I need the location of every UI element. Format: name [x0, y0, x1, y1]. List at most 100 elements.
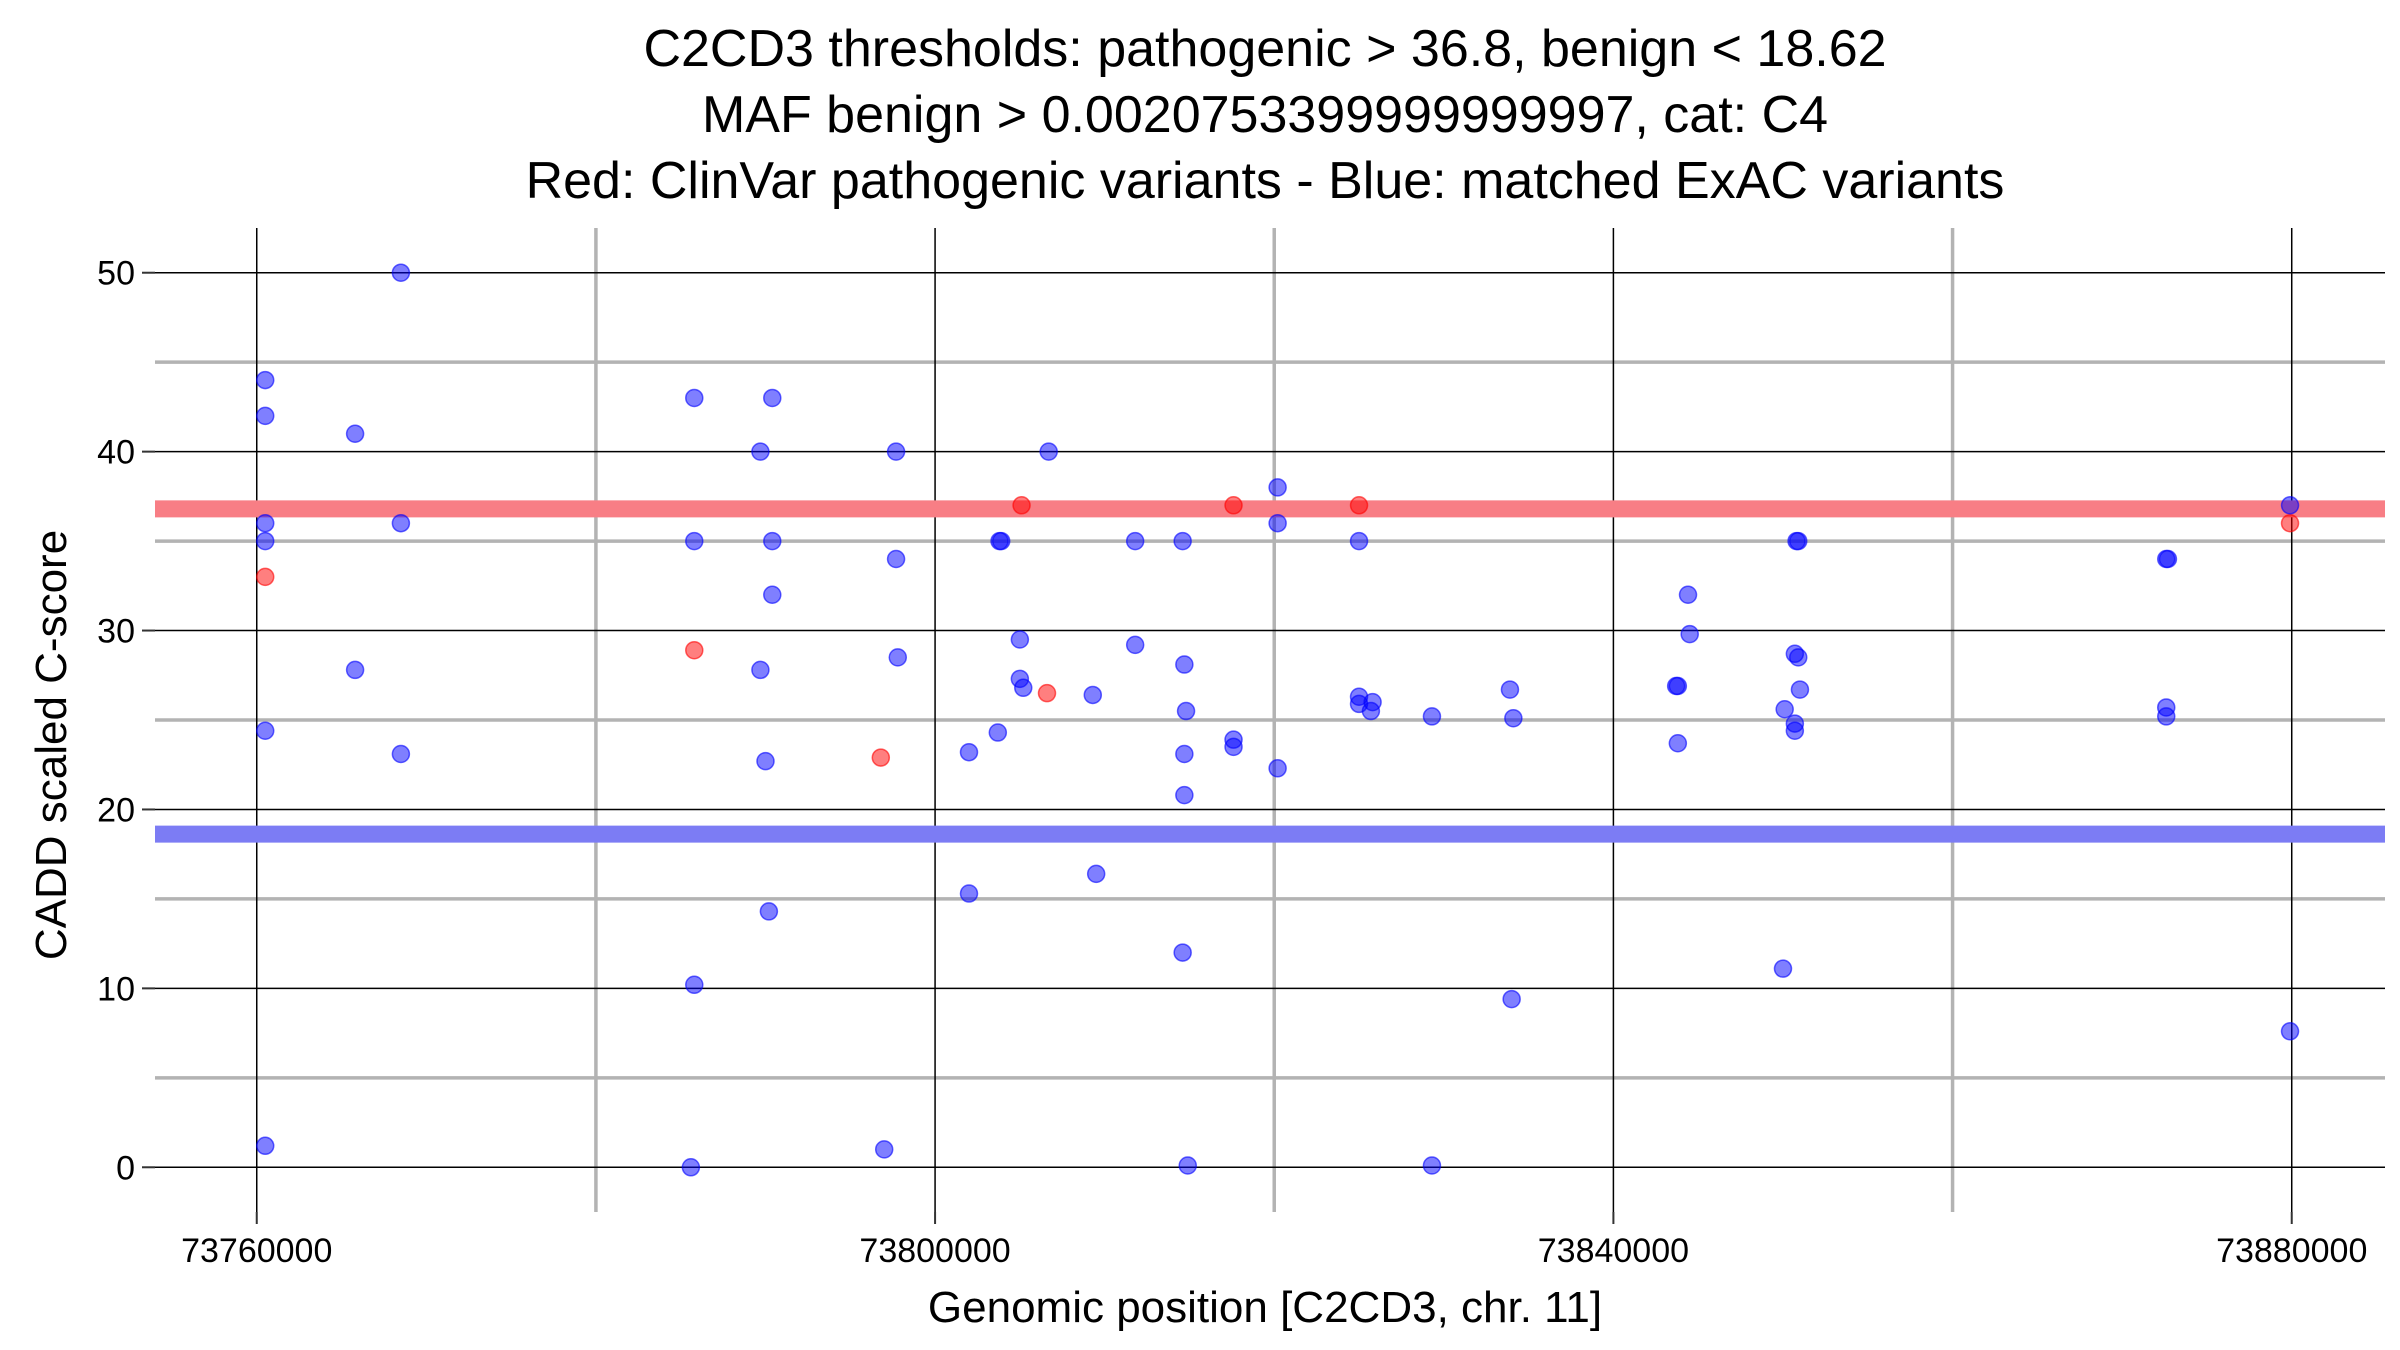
y-tick-label-0: 0: [116, 1149, 135, 1187]
point-1-56: [1422, 707, 1442, 726]
y-tick-label-5: 50: [97, 255, 135, 293]
x-tick-label-0: 73760000: [181, 1232, 332, 1270]
point-1-42: [1175, 744, 1194, 764]
y-axis-ticks: 0 10 20 30 40 50: [97, 255, 155, 1187]
point-1-44: [1173, 943, 1192, 962]
point-1-65: [1680, 624, 1699, 644]
y-tick-label-1: 10: [97, 970, 135, 1008]
threshold-lines: [155, 500, 2385, 843]
y-tick-label-3: 30: [97, 613, 135, 651]
point-1-17: [756, 751, 775, 771]
point-1-67: [1773, 959, 1793, 978]
point-1-30: [991, 531, 1011, 551]
point-1-58: [1500, 680, 1520, 699]
point-1-39: [1173, 531, 1192, 551]
point-1-18: [763, 388, 782, 408]
minor-gridlines: [155, 228, 2385, 1212]
point-1-14: [681, 1158, 701, 1177]
point-1-21: [759, 902, 779, 921]
point-1-62: [1668, 676, 1688, 696]
point-0-5: [1224, 496, 1243, 515]
point-1-8: [391, 263, 411, 282]
point-0-7: [2280, 513, 2300, 533]
point-1-43: [1175, 785, 1194, 805]
point-1-25: [888, 648, 908, 667]
point-1-22: [874, 1140, 894, 1159]
point-1-26: [959, 742, 979, 762]
point-1-3: [255, 531, 275, 551]
series-0: [255, 496, 2300, 767]
point-1-20: [763, 585, 782, 605]
point-0-2: [871, 748, 891, 767]
chart-title-line-1: C2CD3 thresholds: pathogenic > 36.8, ben…: [643, 20, 1886, 78]
point-1-16: [751, 660, 770, 680]
point-1-31: [1010, 630, 1030, 649]
chart-title-line-3: Red: ClinVar pathogenic variants - Blue:…: [526, 152, 2005, 210]
point-1-9: [391, 513, 411, 533]
point-1-47: [1224, 737, 1243, 757]
point-1-55: [1361, 701, 1381, 721]
point-1-38: [1125, 635, 1145, 655]
point-1-60: [1502, 989, 1521, 1009]
data-points: [255, 263, 2300, 1177]
y-tick-label-4: 40: [97, 434, 135, 472]
point-1-40: [1175, 655, 1194, 674]
major-gridlines: [155, 228, 2385, 1212]
point-1-66: [1775, 700, 1794, 719]
point-1-10: [391, 744, 411, 764]
x-axis-ticks: 73760000 73800000 73840000 73880000: [181, 1212, 2367, 1270]
point-1-6: [345, 424, 365, 443]
point-1-2: [255, 513, 275, 533]
point-1-11: [685, 388, 704, 408]
point-1-36: [1086, 864, 1106, 884]
point-1-59: [1504, 708, 1523, 728]
x-tick-label-1: 73800000: [859, 1232, 1010, 1270]
point-1-19: [763, 531, 782, 551]
point-1-33: [1014, 678, 1033, 698]
point-1-4: [255, 721, 275, 740]
point-1-69: [1788, 531, 1808, 551]
point-0-3: [1012, 496, 1031, 515]
chart-title: C2CD3 thresholds: pathogenic > 36.8, ben…: [526, 20, 2005, 210]
chart-title-line-2: MAF benign > 0.0020753399999999997, cat:…: [702, 86, 1828, 144]
point-0-0: [255, 567, 275, 587]
point-1-1: [255, 406, 275, 426]
point-1-72: [1790, 680, 1810, 699]
point-0-6: [1349, 496, 1369, 515]
point-1-23: [886, 442, 906, 461]
series-1: [255, 263, 2300, 1177]
point-1-57: [1422, 1156, 1442, 1175]
y-tick-label-2: 20: [97, 791, 135, 829]
point-1-45: [1178, 1156, 1198, 1175]
point-1-41: [1176, 701, 1196, 721]
point-1-27: [959, 884, 979, 903]
point-1-71: [1788, 648, 1808, 667]
point-1-7: [345, 660, 365, 680]
point-1-28: [988, 723, 1008, 742]
point-1-12: [685, 531, 704, 551]
point-1-50: [1268, 759, 1287, 778]
point-1-35: [1083, 685, 1103, 705]
point-1-76: [2158, 549, 2178, 569]
point-0-4: [1037, 683, 1057, 703]
point-1-48: [1268, 478, 1287, 497]
point-1-13: [685, 975, 704, 995]
point-0-1: [685, 640, 704, 660]
point-1-0: [255, 370, 275, 390]
point-1-24: [886, 549, 906, 569]
point-1-78: [2156, 707, 2176, 726]
point-1-49: [1268, 513, 1287, 533]
x-tick-label-2: 73840000: [1538, 1232, 1689, 1270]
point-1-63: [1668, 734, 1688, 753]
x-tick-label-3: 73880000: [2216, 1232, 2367, 1270]
point-1-15: [751, 442, 770, 461]
x-axis-title: Genomic position [C2CD3, chr. 11]: [928, 1283, 1602, 1332]
point-1-79: [2280, 496, 2300, 515]
point-1-51: [1349, 531, 1369, 551]
point-1-37: [1125, 531, 1145, 551]
point-1-74: [1785, 721, 1805, 740]
point-1-80: [2280, 1022, 2300, 1041]
point-1-34: [1039, 442, 1058, 461]
point-1-64: [1678, 585, 1698, 605]
